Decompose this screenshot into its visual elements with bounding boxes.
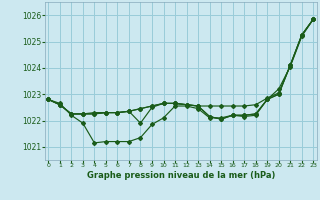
X-axis label: Graphe pression niveau de la mer (hPa): Graphe pression niveau de la mer (hPa)	[87, 171, 275, 180]
